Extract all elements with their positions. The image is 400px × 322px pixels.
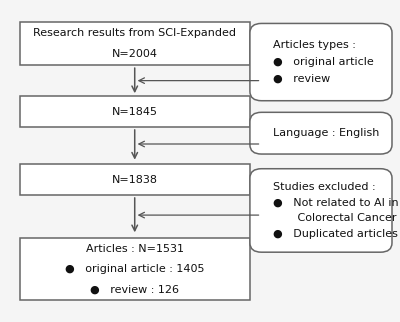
Text: Studies excluded :: Studies excluded : xyxy=(273,182,376,192)
Text: ●   Duplicated articles: ● Duplicated articles xyxy=(273,229,398,239)
Text: Language : English: Language : English xyxy=(273,128,379,138)
FancyBboxPatch shape xyxy=(250,112,392,154)
Text: ●   Not related to AI in: ● Not related to AI in xyxy=(273,198,398,208)
Text: ●   original article : 1405: ● original article : 1405 xyxy=(65,264,204,274)
FancyBboxPatch shape xyxy=(20,22,250,65)
FancyBboxPatch shape xyxy=(20,96,250,127)
Text: N=2004: N=2004 xyxy=(112,49,158,59)
Text: ●   review : 126: ● review : 126 xyxy=(90,284,179,294)
Text: N=1845: N=1845 xyxy=(112,107,158,117)
Text: Colorectal Cancer: Colorectal Cancer xyxy=(273,213,396,223)
FancyBboxPatch shape xyxy=(250,24,392,101)
Text: Articles : N=1531: Articles : N=1531 xyxy=(86,244,184,254)
Text: Articles types :: Articles types : xyxy=(273,40,356,50)
FancyBboxPatch shape xyxy=(20,164,250,195)
Text: ●   review: ● review xyxy=(273,74,330,84)
Text: Research results from SCI-Expanded: Research results from SCI-Expanded xyxy=(33,28,236,38)
Text: ●   original article: ● original article xyxy=(273,57,374,67)
FancyBboxPatch shape xyxy=(20,238,250,300)
Text: N=1838: N=1838 xyxy=(112,175,158,185)
FancyBboxPatch shape xyxy=(250,169,392,252)
